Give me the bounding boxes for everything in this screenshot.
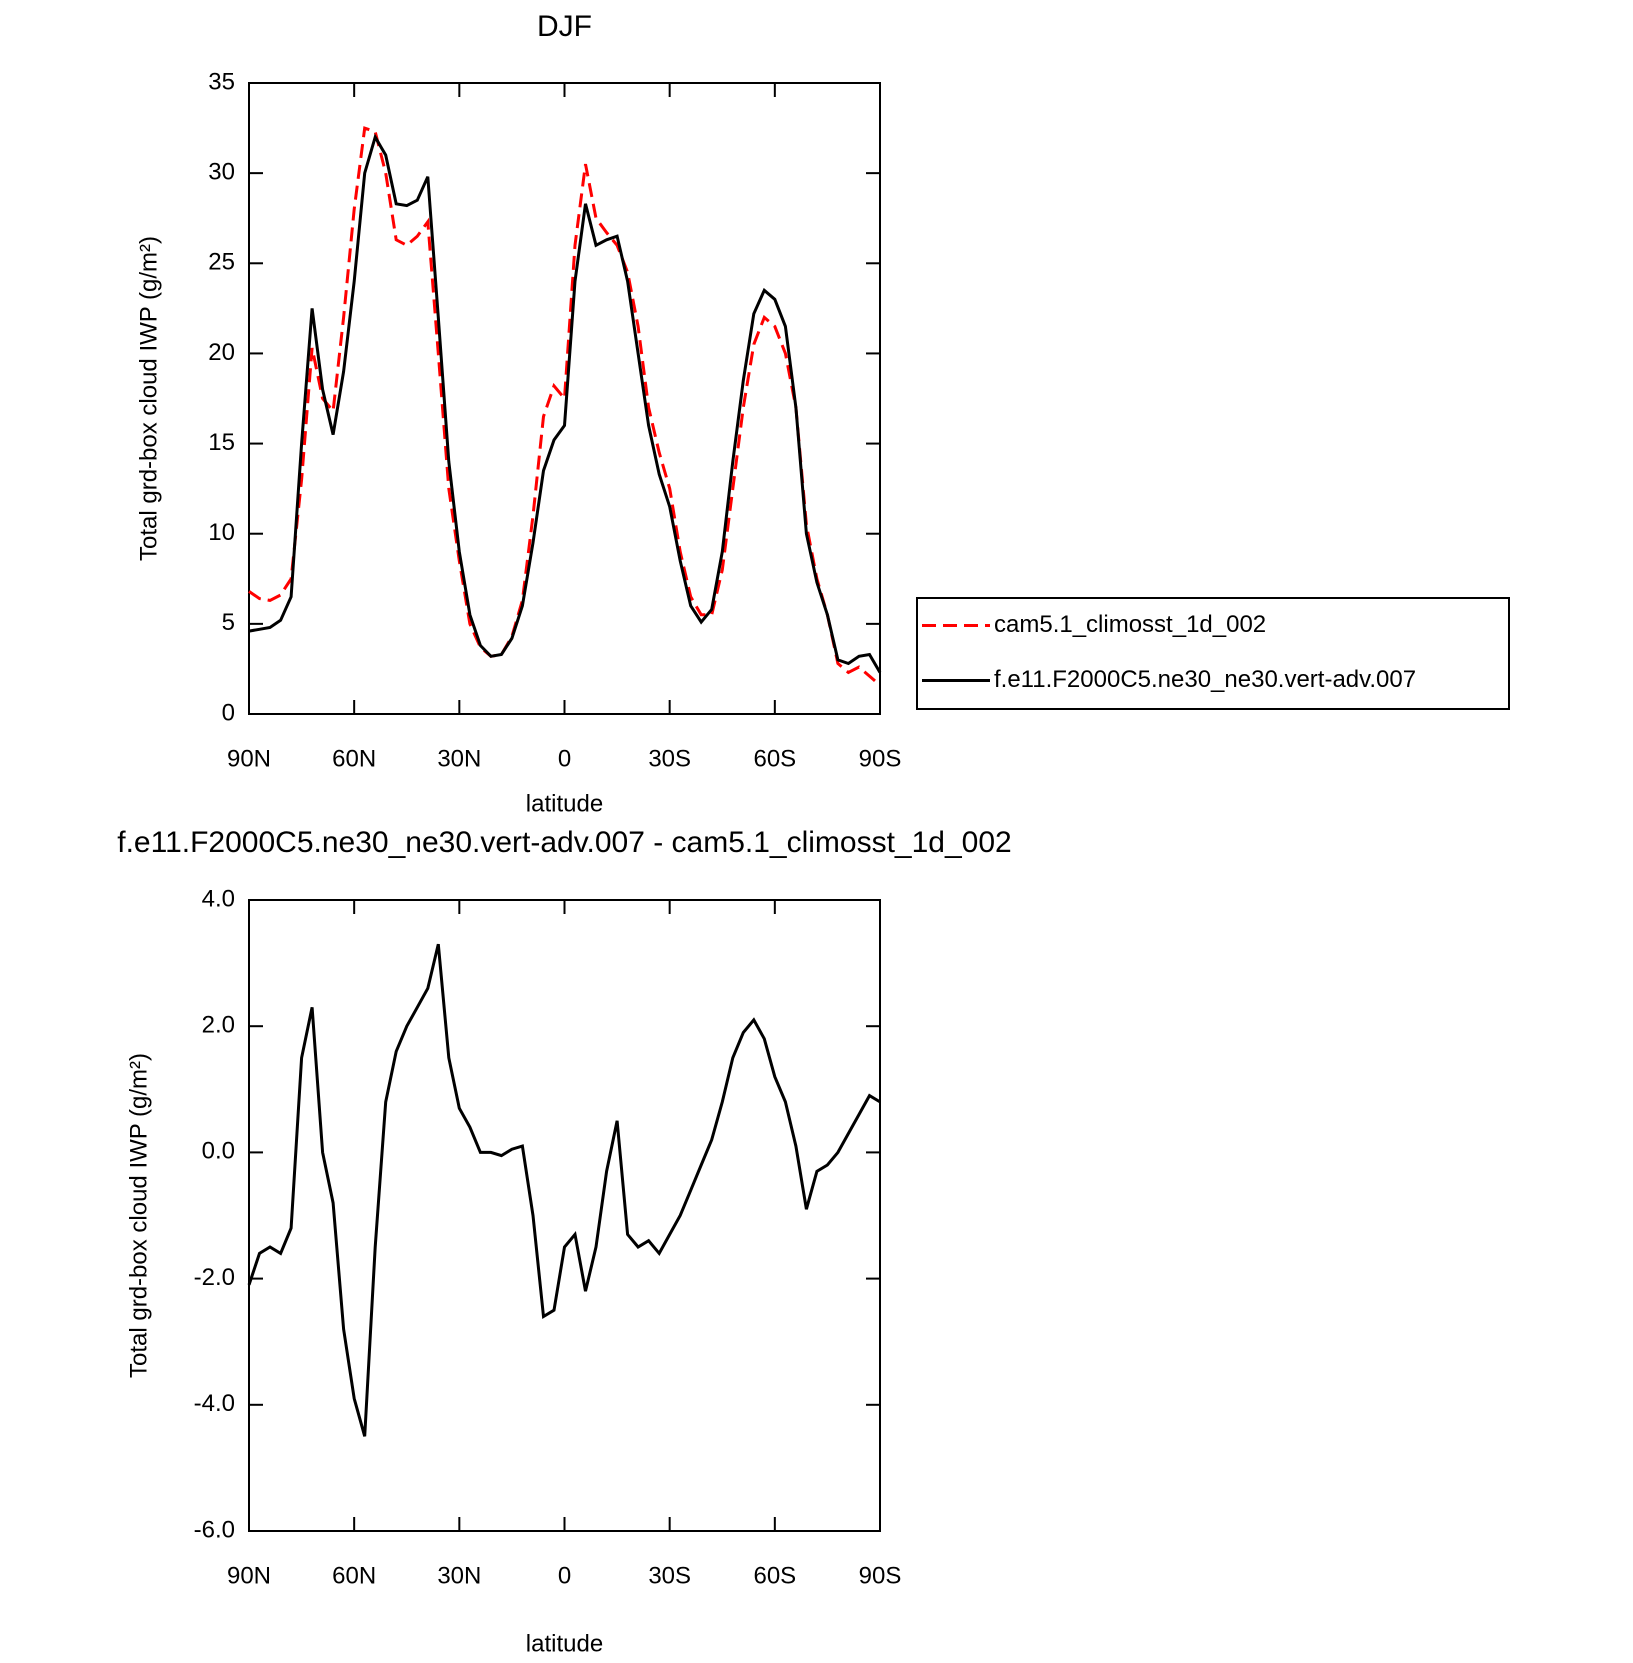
series-line (248, 126, 881, 687)
y-axis-label: Total grd-box cloud IWP (g/m²) (125, 1053, 152, 1378)
chart-title: DJF (537, 10, 592, 43)
y-tick-label: 20 (208, 339, 235, 366)
x-tick-label: 90N (227, 1562, 271, 1589)
chart-title: f.e11.F2000C5.ne30_ne30.vert-adv.007 - c… (117, 826, 1011, 859)
x-tick-label: 60N (332, 745, 376, 772)
series-line (247, 943, 881, 1437)
y-tick-label: 25 (208, 249, 235, 276)
x-tick-label: 90N (227, 745, 271, 772)
y-tick-label: 35 (208, 68, 235, 95)
x-tick-label: 30N (437, 745, 481, 772)
y-tick-label: 2.0 (202, 1012, 235, 1039)
y-axis-label: Total grd-box cloud IWP (g/m²) (135, 236, 162, 561)
x-tick-label: 90S (859, 1562, 902, 1589)
y-tick-label: 15 (208, 429, 235, 456)
x-tick-label: 30S (648, 745, 691, 772)
y-tick-label: 0 (222, 699, 235, 726)
y-tick-label: 0.0 (202, 1138, 235, 1165)
y-tick-label: -4.0 (194, 1390, 235, 1417)
x-tick-label: 60S (753, 745, 796, 772)
x-tick-label: 30N (437, 1562, 481, 1589)
x-axis-label: latitude (526, 790, 603, 817)
y-tick-label: -6.0 (194, 1516, 235, 1543)
y-tick-label: 30 (208, 158, 235, 185)
x-tick-label: 60S (753, 1562, 796, 1589)
legend-label: f.e11.F2000C5.ne30_ne30.vert-adv.007 (994, 666, 1416, 693)
plot-frame (248, 82, 881, 715)
legend-label: cam5.1_climosst_1d_002 (994, 611, 1266, 638)
x-tick-label: 0 (558, 1562, 571, 1589)
y-tick-label: -2.0 (194, 1264, 235, 1291)
y-tick-label: 4.0 (202, 885, 235, 912)
y-tick-label: 5 (222, 609, 235, 636)
series-line (248, 133, 882, 674)
plot-frame (248, 899, 881, 1532)
x-tick-label: 30S (648, 1562, 691, 1589)
x-tick-label: 60N (332, 1562, 376, 1589)
x-tick-label: 0 (558, 745, 571, 772)
x-axis-label: latitude (526, 1630, 603, 1657)
y-tick-label: 10 (208, 519, 235, 546)
legend-box (916, 597, 1510, 710)
x-tick-label: 90S (859, 745, 902, 772)
